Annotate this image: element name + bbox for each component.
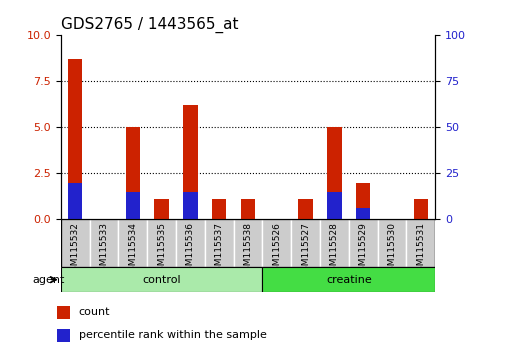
Bar: [183, 192, 197, 219]
Bar: [290, 219, 319, 267]
Text: GSM115538: GSM115538: [243, 222, 252, 277]
Bar: [212, 199, 226, 219]
Bar: [89, 219, 118, 267]
Bar: [327, 127, 341, 219]
Bar: [413, 199, 427, 219]
Text: GDS2765 / 1443565_at: GDS2765 / 1443565_at: [61, 16, 238, 33]
Text: GSM115528: GSM115528: [329, 222, 338, 277]
Bar: [355, 209, 370, 219]
Text: GSM115527: GSM115527: [300, 222, 310, 277]
Text: GSM115530: GSM115530: [387, 222, 396, 277]
Bar: [58, 329, 70, 342]
Bar: [205, 219, 233, 267]
Bar: [183, 105, 197, 219]
Bar: [154, 218, 168, 219]
Bar: [327, 192, 341, 219]
Bar: [262, 267, 434, 292]
Bar: [233, 219, 262, 267]
Bar: [240, 199, 255, 219]
Bar: [413, 218, 427, 219]
Text: GSM115526: GSM115526: [272, 222, 281, 277]
Bar: [355, 183, 370, 219]
Bar: [68, 183, 82, 219]
Bar: [125, 192, 140, 219]
Text: control: control: [142, 275, 180, 285]
Bar: [118, 219, 147, 267]
Bar: [154, 199, 168, 219]
Text: GSM115536: GSM115536: [185, 222, 194, 277]
Bar: [61, 219, 89, 267]
Text: count: count: [79, 307, 110, 318]
Text: GSM115533: GSM115533: [99, 222, 108, 277]
Text: GSM115529: GSM115529: [358, 222, 367, 277]
Bar: [377, 219, 406, 267]
Text: percentile rank within the sample: percentile rank within the sample: [79, 330, 266, 341]
Text: GSM115537: GSM115537: [214, 222, 223, 277]
Text: creatine: creatine: [325, 275, 371, 285]
Text: GSM115535: GSM115535: [157, 222, 166, 277]
Bar: [269, 218, 283, 219]
Bar: [298, 199, 312, 219]
Bar: [348, 219, 377, 267]
Bar: [212, 218, 226, 219]
Bar: [176, 219, 205, 267]
Text: GSM115532: GSM115532: [71, 222, 79, 277]
Bar: [262, 219, 290, 267]
Bar: [125, 127, 140, 219]
Text: GSM115531: GSM115531: [416, 222, 424, 277]
Bar: [319, 219, 348, 267]
Bar: [68, 59, 82, 219]
Text: GSM115534: GSM115534: [128, 222, 137, 277]
Bar: [147, 219, 176, 267]
Bar: [406, 219, 434, 267]
Bar: [240, 218, 255, 219]
Bar: [58, 306, 70, 319]
Text: agent: agent: [32, 275, 64, 285]
Bar: [298, 218, 312, 219]
Bar: [61, 267, 262, 292]
